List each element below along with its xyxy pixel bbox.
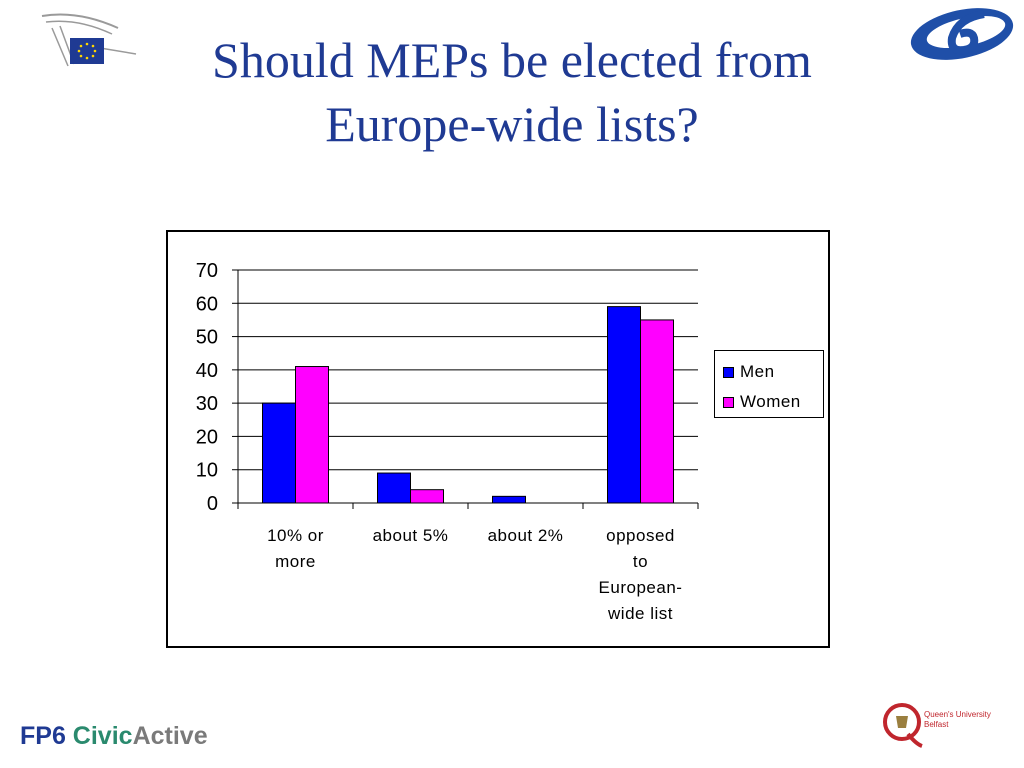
qub-text-line-1: Queen's University <box>924 710 991 719</box>
slide-title-line-1: Should MEPs be elected from <box>212 32 812 88</box>
y-tick-label: 30 <box>196 393 218 415</box>
y-tick-label: 50 <box>196 327 218 349</box>
bar-women-3 <box>640 319 674 504</box>
brand-active: Active <box>132 722 208 750</box>
bar-women-0 <box>295 366 329 504</box>
bar-women-1 <box>410 489 444 504</box>
legend-item-women: Women <box>723 387 823 417</box>
qub-text-line-2: Belfast <box>924 720 949 729</box>
x-category-label: 10% or <box>267 526 324 545</box>
bar-men-0 <box>262 402 296 504</box>
y-tick-label: 40 <box>196 360 218 382</box>
x-category-label: about 2% <box>488 526 564 545</box>
y-tick-label: 10 <box>196 460 218 482</box>
chart-legend: Men Women <box>714 350 824 418</box>
x-category-label: more <box>275 552 316 571</box>
y-tick-label: 0 <box>207 493 218 515</box>
legend-item-men: Men <box>723 357 823 387</box>
brand-civic: Civic <box>72 722 133 750</box>
european-parliament-logo <box>41 13 137 67</box>
slide-title: Should MEPs be elected from Europe-wide … <box>0 28 1024 156</box>
bar-men-3 <box>607 306 641 504</box>
footer-brand: FP6 CivicActive <box>20 722 208 751</box>
bar-chart: 0 10 20 30 40 50 60 70 10% or more about 5% about 2… <box>196 260 699 623</box>
legend-label-women: Women <box>740 392 801 411</box>
chart-frame: 0 10 20 30 40 50 60 70 10% or more about 5% about 2… <box>166 230 830 648</box>
x-category-label: wide list <box>607 604 673 623</box>
y-tick-label: 60 <box>196 293 218 315</box>
bar-men-2 <box>492 495 526 504</box>
fp6-logo <box>910 8 1014 60</box>
y-tick-label: 20 <box>196 426 218 448</box>
legend-swatch-men <box>723 366 734 378</box>
x-category-label: about 5% <box>373 526 449 545</box>
legend-swatch-women <box>723 396 734 408</box>
queens-university-logo: Queen's University Belfast <box>880 700 1010 750</box>
y-tick-label: 70 <box>196 260 218 282</box>
x-category-label: to <box>633 552 648 571</box>
brand-fp6: FP6 <box>20 722 73 750</box>
queens-university-crest-icon <box>883 703 923 748</box>
legend-label-men: Men <box>740 362 775 381</box>
x-category-label: opposed <box>606 526 675 545</box>
slide-title-line-2: Europe-wide lists? <box>325 96 699 152</box>
x-category-label: European- <box>599 578 683 597</box>
bar-men-1 <box>377 472 411 504</box>
queens-university-text: Queen's University Belfast <box>924 710 991 730</box>
